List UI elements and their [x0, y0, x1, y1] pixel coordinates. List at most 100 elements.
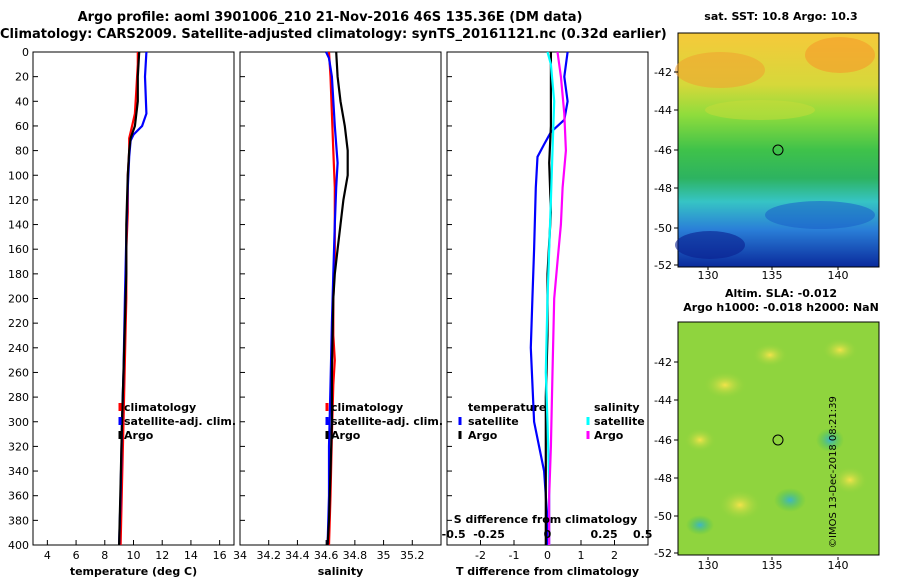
lat-tick-label: -52 — [654, 547, 672, 560]
x-axis-label: salinity — [318, 565, 364, 578]
legend-label: satellite — [468, 415, 519, 428]
x-tick-label: 34.6 — [314, 549, 339, 562]
y-tick-label: 220 — [8, 317, 29, 330]
lat-tick-label: -48 — [654, 182, 672, 195]
lat-tick-label: -44 — [654, 104, 672, 117]
x-tick-label: 34.2 — [256, 549, 281, 562]
y-tick-label: 240 — [8, 342, 29, 355]
y-tick-label: 260 — [8, 366, 29, 379]
sla-map-title-1: Altim. SLA: -0.012 — [724, 287, 838, 300]
x-tick-label: 35.2 — [400, 549, 425, 562]
legend-label: Argo — [331, 429, 361, 442]
salinity-panel: 34 34.2 34.4 34.6 34.8 35 35.2 salinity climatol… — [233, 51, 443, 578]
x-tick-label-secondary: -0.25 — [473, 528, 505, 541]
x-tick-label: -1 — [509, 549, 520, 562]
sst-map-title: sat. SST: 10.8 Argo: 10.3 — [704, 10, 858, 23]
y-tick-label: 100 — [8, 169, 29, 182]
x-tick-label-secondary: -0.5 — [442, 528, 466, 541]
x-tick-label: 16 — [213, 549, 227, 562]
y-tick-label: 380 — [8, 514, 29, 527]
title-line-2: Climatology: CARS2009. Satellite-adjuste… — [0, 27, 667, 42]
imos-credit: ©IMOS 13-Dec-2018 08:21:39 — [828, 396, 839, 548]
series-line — [529, 51, 569, 545]
x-tick-label: 6 — [73, 549, 80, 562]
x-axis-label: T difference from climatology — [456, 565, 639, 578]
title-line-1: Argo profile: aoml 3901006_210 21-Nov-20… — [77, 10, 583, 25]
lat-tick-label: -52 — [654, 259, 672, 272]
series-line — [118, 51, 141, 546]
x-tick-label: 1 — [578, 549, 585, 562]
y-tick-label: 360 — [8, 490, 29, 503]
legend-label: satellite-adj. clim. — [124, 415, 236, 428]
y-tick-label: 180 — [8, 268, 29, 281]
lon-tick-label: 130 — [698, 269, 719, 282]
y-tick-label: 340 — [8, 465, 29, 478]
y-tick-label: 200 — [8, 293, 29, 306]
y-tick-label: 300 — [8, 416, 29, 429]
legend-label: satellite-adj. clim. — [331, 415, 443, 428]
temperature-panel: 0 20 40 60 80 100 120 140 160 180 200 220 240 260 280 3… — [8, 46, 236, 578]
y-tick-label: 0 — [22, 46, 29, 59]
x-tick-label-secondary: 0 — [544, 528, 552, 541]
y-tick-label: 320 — [8, 440, 29, 453]
lat-tick-label: -46 — [654, 434, 672, 447]
x-axis-label: temperature (deg C) — [70, 565, 197, 578]
series-line — [325, 51, 339, 546]
x-tick-label-secondary: 0.25 — [591, 528, 618, 541]
lon-tick-label: 135 — [762, 269, 783, 282]
y-tick-label: 400 — [8, 539, 29, 552]
legend-label: Argo — [124, 429, 154, 442]
x-tick-label: 2 — [611, 549, 618, 562]
lat-tick-label: -42 — [654, 66, 672, 79]
x-tick-label: 35 — [377, 549, 391, 562]
map-axes: -42 -42 -44 -44 -46 -46 -48 -48 -50 -50 -52 -52 130 1… — [654, 66, 848, 572]
x-tick-label: 14 — [184, 549, 198, 562]
x-tick-label: 12 — [155, 549, 169, 562]
plot-frame — [239, 51, 442, 546]
y-tick-label: 40 — [15, 95, 29, 108]
y-tick-label: 280 — [8, 391, 29, 404]
lat-tick-label: -42 — [654, 356, 672, 369]
x-tick-label: 4 — [44, 549, 51, 562]
x-axis-label-secondary: S difference from climatology — [454, 513, 638, 526]
lat-tick-label: -46 — [654, 144, 672, 157]
x-tick-label: 10 — [127, 549, 141, 562]
y-tick-label: 120 — [8, 194, 29, 207]
sla-map-title-2: Argo h1000: -0.018 h2000: NaN — [683, 301, 879, 314]
x-tick-label: 34.8 — [343, 549, 368, 562]
y-tick-label: 20 — [15, 71, 29, 84]
y-tick-label: 80 — [15, 145, 29, 158]
legend-label: climatology — [124, 401, 196, 414]
x-tick-label-secondary: 0.5 — [633, 528, 653, 541]
sla-map — [677, 321, 880, 556]
sla-argo-marker — [772, 434, 784, 446]
legend-title: temperature — [468, 401, 546, 414]
plot-frame — [32, 51, 235, 546]
y-tick-label: 160 — [8, 243, 29, 256]
x-tick-label: 34 — [233, 549, 247, 562]
legend-label: climatology — [331, 401, 403, 414]
lat-tick-label: -50 — [654, 510, 672, 523]
legend-title: salinity — [594, 401, 640, 414]
x-tick-label: 34.4 — [285, 549, 310, 562]
difference-panel: -2 -1 0 1 2 T difference from climatology temp… — [442, 51, 653, 578]
series-line — [544, 51, 556, 545]
legend-label: Argo — [594, 429, 624, 442]
sst-map — [675, 32, 880, 268]
lat-tick-label: -44 — [654, 394, 672, 407]
lat-tick-label: -48 — [654, 472, 672, 485]
y-tick-label: 140 — [8, 219, 29, 232]
lon-tick-label: 135 — [762, 559, 783, 572]
legend-label: Argo — [468, 429, 498, 442]
series-line — [326, 51, 349, 546]
lon-tick-label: 140 — [828, 269, 849, 282]
x-tick-label: 8 — [101, 549, 108, 562]
lon-tick-label: 140 — [828, 559, 849, 572]
x-tick-label: -2 — [475, 549, 486, 562]
x-tick-label: 0 — [544, 549, 551, 562]
y-tick-label: 60 — [15, 120, 29, 133]
lat-tick-label: -50 — [654, 222, 672, 235]
series-line — [548, 51, 568, 545]
sst-argo-marker — [772, 144, 784, 156]
